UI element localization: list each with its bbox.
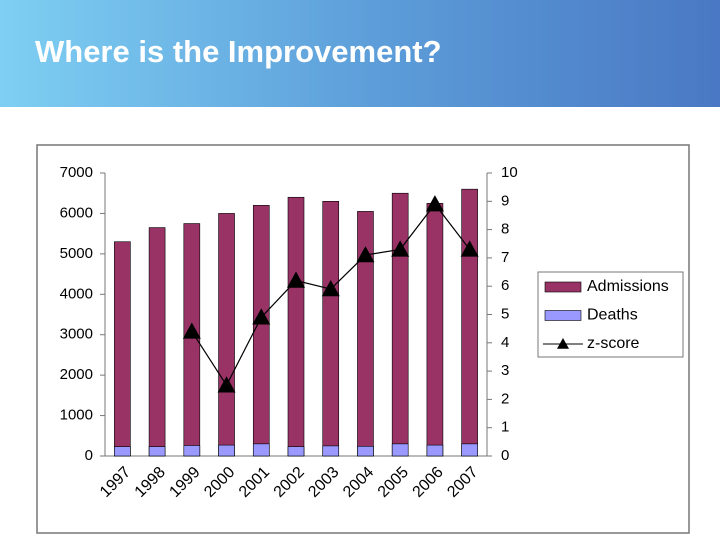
bar [357,445,374,457]
slide-title: Where is the Improvement? [35,34,442,69]
bar [391,192,409,457]
y-tick-label: 1000 [60,407,93,424]
y2-tick-label: 9 [501,192,509,209]
header [0,0,720,107]
z-score-marker [252,308,271,325]
y2-tick-label: 0 [501,447,509,464]
legend-swatch [544,281,582,293]
legend-marker [557,338,569,349]
y-tick-label: 3000 [60,326,93,343]
y-tick-label: 6000 [60,204,93,221]
y2-tick-label: 4 [501,334,509,351]
z-score-marker [321,280,340,297]
y2-tick-label: 10 [501,164,518,181]
bar [218,444,235,457]
z-score-marker [287,271,305,288]
bar [252,443,270,457]
y-tick-label: 4000 [60,285,93,302]
legend-label: z-score [587,335,640,352]
bar [322,201,340,457]
bar [287,446,305,457]
bar [426,444,444,457]
bar [148,446,166,457]
bar [426,203,444,457]
y2-tick-label: 1 [501,419,509,436]
y-tick-label: 0 [85,447,93,464]
y2-tick-label: 7 [501,249,509,266]
bar [287,196,305,457]
bar [252,205,270,457]
bar [114,446,131,457]
z-score-marker [182,322,201,339]
y-tick-label: 7000 [60,164,93,181]
z-score-marker [217,376,236,393]
y2-tick-label: 6 [501,277,509,294]
bar [148,227,166,457]
bar [461,443,478,457]
y2-tick-label: 3 [501,362,509,379]
bar [461,188,478,457]
bar [391,443,409,457]
y2-tick-label: 8 [501,221,509,238]
y-tick-label: 5000 [60,245,93,262]
legend-swatch [544,310,582,321]
bar [183,445,201,457]
z-score-marker [460,240,479,257]
y2-tick-label: 5 [501,305,509,322]
z-score-marker [391,240,410,257]
z-score-marker [356,246,375,263]
bar [322,445,340,457]
legend-label: Admissions [587,278,669,295]
z-score-marker [425,195,444,212]
bar [218,213,235,457]
y2-tick-label: 2 [501,390,509,407]
bar [114,241,131,457]
legend-label: Deaths [587,307,638,324]
y-tick-label: 2000 [60,366,93,383]
